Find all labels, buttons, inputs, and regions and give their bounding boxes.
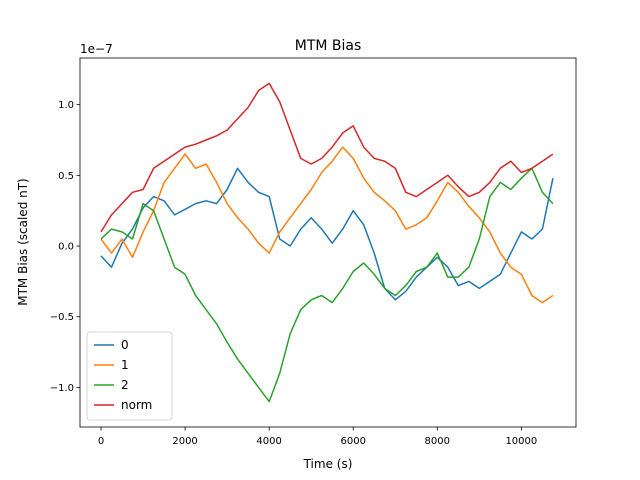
y-tick-label: 1.0 bbox=[58, 100, 74, 111]
x-tick-label: 10000 bbox=[505, 436, 537, 447]
x-axis-label: Time (s) bbox=[303, 457, 353, 471]
legend-label-norm: norm bbox=[121, 398, 152, 412]
chart-title: MTM Bias bbox=[295, 38, 362, 54]
legend-label-0: 0 bbox=[121, 338, 129, 352]
series-line-2 bbox=[100, 167, 554, 403]
x-tick-label: 8000 bbox=[425, 436, 450, 447]
x-tick-label: 0 bbox=[98, 436, 104, 447]
x-tick-label: 4000 bbox=[256, 436, 281, 447]
legend-label-1: 1 bbox=[121, 358, 129, 372]
series-line-0 bbox=[100, 167, 554, 301]
y-axis: −1.0 −0.5 0.0 0.5 1.0 bbox=[50, 100, 80, 394]
y-tick-label: −0.5 bbox=[50, 312, 74, 323]
y-tick-label: 0.5 bbox=[58, 171, 74, 182]
legend-label-2: 2 bbox=[121, 378, 129, 392]
series-line-norm bbox=[100, 82, 554, 233]
y-tick-label: 0.0 bbox=[58, 242, 74, 253]
y-axis-label: MTM Bias (scaled nT) bbox=[16, 178, 30, 306]
legend: 0 1 2 norm bbox=[86, 331, 173, 421]
legend-box bbox=[86, 331, 173, 421]
series-line-1 bbox=[100, 146, 554, 304]
x-tick-label: 2000 bbox=[172, 436, 197, 447]
x-tick-label: 6000 bbox=[340, 436, 365, 447]
plot-area-frame bbox=[79, 57, 577, 428]
x-axis: 0 2000 4000 6000 8000 10000 bbox=[98, 427, 537, 447]
y-tick-label: −1.0 bbox=[50, 383, 74, 394]
y-axis-offset-text: 1e−7 bbox=[80, 42, 113, 56]
